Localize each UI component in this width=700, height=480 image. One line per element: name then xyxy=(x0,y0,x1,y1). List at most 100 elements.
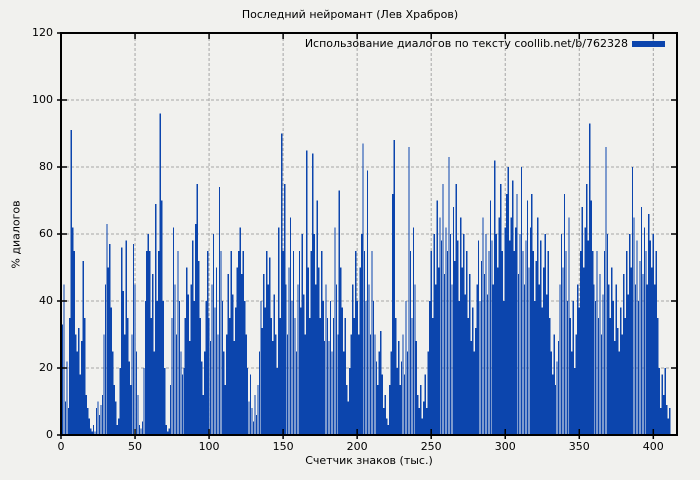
bar xyxy=(546,294,548,435)
bar xyxy=(272,341,274,435)
bar xyxy=(221,301,224,435)
bar xyxy=(623,274,625,435)
bar xyxy=(403,374,406,435)
bar xyxy=(578,307,580,435)
bar xyxy=(457,240,459,435)
bar xyxy=(115,401,117,435)
bar xyxy=(504,227,506,435)
bar xyxy=(175,334,178,435)
bar xyxy=(346,384,348,435)
bar-series xyxy=(61,113,671,436)
bar xyxy=(137,394,139,435)
bar xyxy=(526,200,529,435)
bar xyxy=(421,418,423,435)
bar xyxy=(266,250,268,435)
x-tick-label: 100 xyxy=(198,440,220,453)
bar xyxy=(665,404,668,435)
bar xyxy=(232,294,234,435)
x-tick-label: 400 xyxy=(642,440,664,453)
bar xyxy=(556,361,558,435)
bar xyxy=(340,267,342,435)
bar xyxy=(334,227,336,435)
bar xyxy=(223,351,225,435)
bar xyxy=(593,284,595,435)
bar xyxy=(534,301,536,435)
bar xyxy=(73,250,75,435)
bar xyxy=(187,294,189,435)
bar xyxy=(341,307,343,435)
bar xyxy=(87,408,89,435)
bar xyxy=(276,368,278,435)
bar xyxy=(645,250,647,435)
bar xyxy=(291,301,293,435)
bar xyxy=(449,234,452,435)
bar xyxy=(229,317,231,435)
bar xyxy=(417,394,419,435)
bar xyxy=(664,368,666,435)
bar xyxy=(568,217,570,435)
bar xyxy=(494,160,496,436)
bar xyxy=(557,341,560,435)
bar xyxy=(362,143,364,436)
bar xyxy=(89,428,92,435)
bar xyxy=(661,374,663,435)
bar xyxy=(523,284,526,435)
bar xyxy=(92,424,95,435)
bar xyxy=(134,284,136,435)
bar xyxy=(267,284,269,435)
bar xyxy=(486,294,489,435)
bar xyxy=(180,351,182,435)
bar xyxy=(621,334,623,435)
bar xyxy=(186,267,188,435)
bar xyxy=(639,260,641,435)
bar xyxy=(75,334,77,435)
bar xyxy=(594,301,597,435)
bar xyxy=(588,123,591,435)
bar xyxy=(66,361,68,435)
bar xyxy=(190,284,192,435)
bar xyxy=(208,317,210,435)
bar xyxy=(146,250,148,435)
bar xyxy=(514,227,517,435)
bar xyxy=(280,133,283,435)
bar xyxy=(454,260,456,435)
bar xyxy=(434,284,437,435)
bar xyxy=(202,394,204,435)
bar xyxy=(392,193,394,435)
bar xyxy=(174,284,176,435)
bar xyxy=(631,167,634,435)
bar xyxy=(329,301,332,435)
bar xyxy=(112,351,114,435)
bar xyxy=(297,284,299,435)
bar xyxy=(563,193,566,435)
bar xyxy=(153,351,155,435)
bar xyxy=(492,284,495,435)
bar xyxy=(544,234,546,435)
bar xyxy=(335,284,338,435)
bar xyxy=(64,401,67,435)
bar xyxy=(161,200,163,435)
bar xyxy=(184,317,187,435)
bar xyxy=(612,301,614,435)
bar xyxy=(540,240,542,435)
bar xyxy=(480,260,483,435)
bar xyxy=(217,334,219,435)
bar xyxy=(288,267,290,435)
bar xyxy=(651,267,653,435)
bar xyxy=(366,170,369,435)
bar xyxy=(273,294,275,435)
bar xyxy=(241,274,243,435)
bar xyxy=(313,234,315,435)
bar xyxy=(196,183,198,435)
bar xyxy=(159,113,161,436)
bar xyxy=(318,267,320,435)
bar xyxy=(467,317,469,435)
bar xyxy=(243,301,246,435)
bar xyxy=(426,408,428,435)
bar xyxy=(509,240,511,435)
bar xyxy=(386,418,388,435)
bar xyxy=(583,267,585,435)
bar xyxy=(295,351,298,435)
bar xyxy=(126,317,129,435)
bar xyxy=(646,284,649,435)
